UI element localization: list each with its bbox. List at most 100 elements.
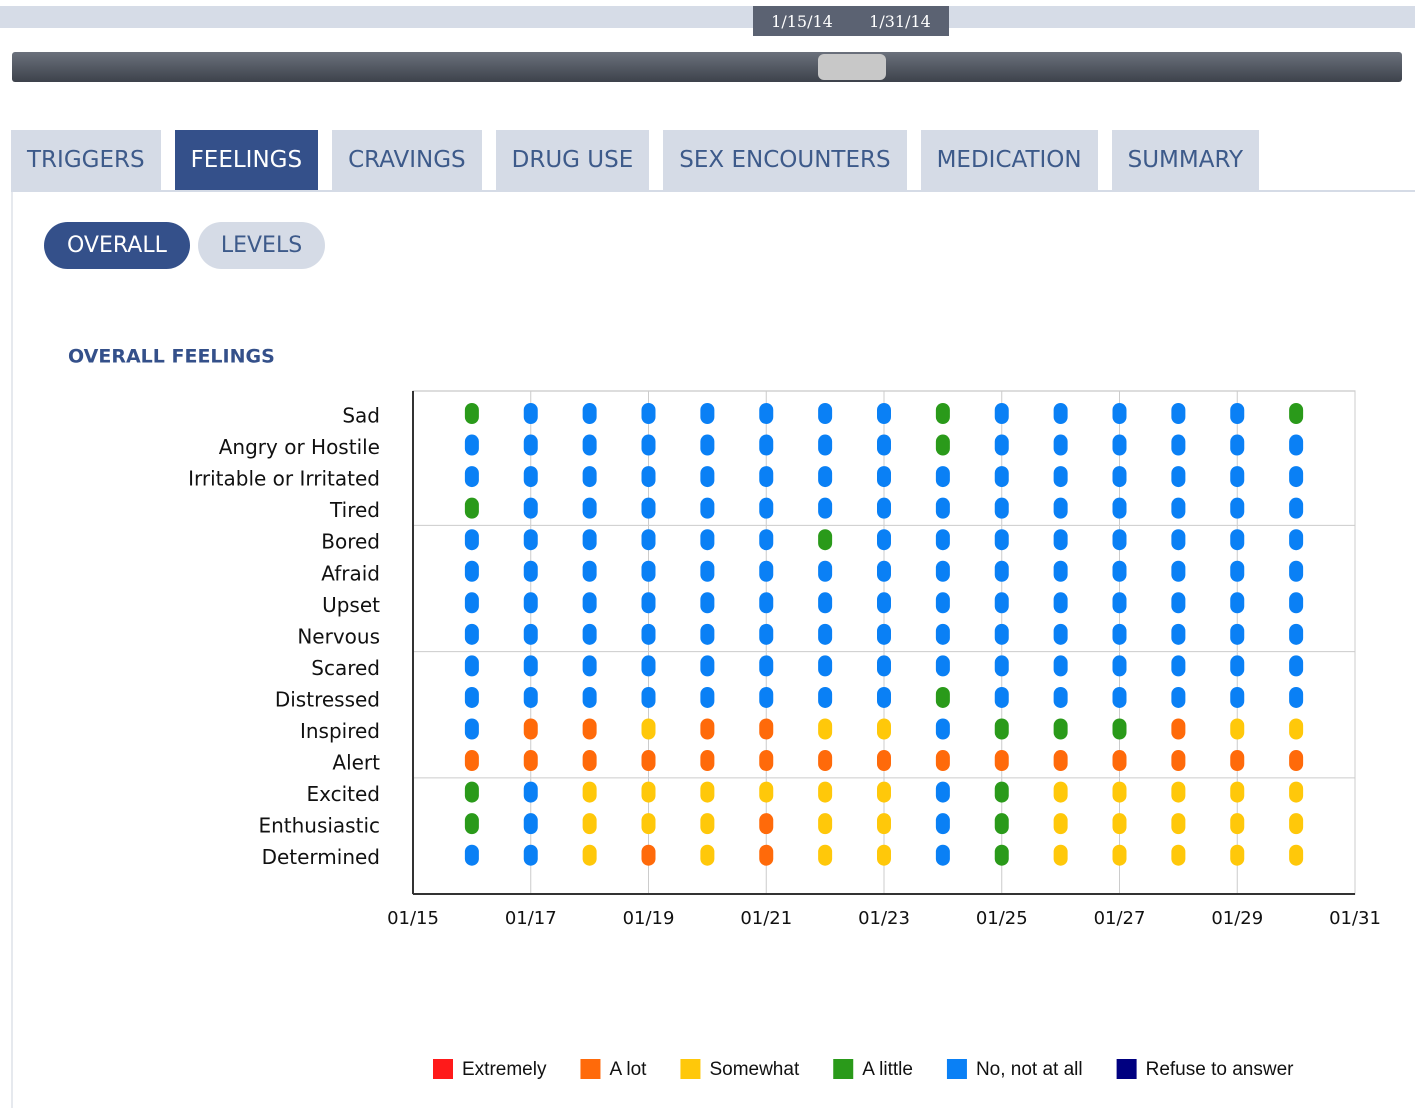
dot [818,466,833,488]
dot [877,497,891,519]
dot [464,781,479,803]
y-tick-label: Afraid [321,561,380,585]
dot [582,655,597,677]
dot [759,434,774,456]
legend-label: Extremely [462,1059,547,1080]
dot [464,813,479,835]
dot [523,813,538,835]
dot [523,623,538,645]
dot [464,718,479,740]
dot [759,655,774,677]
dot [877,623,891,645]
dot [641,497,656,519]
y-tick-label: Upset [322,593,380,617]
dot [1230,529,1245,551]
dot [582,623,597,645]
dot [1053,813,1068,835]
range-slider[interactable] [12,52,1402,82]
dot [1289,813,1304,835]
dot [1112,718,1127,740]
dot [464,434,479,456]
tab[interactable]: MEDICATION [920,130,1098,190]
y-tick-label: Excited [306,782,380,806]
tab[interactable]: CRAVINGS [332,130,482,190]
dot [935,623,950,645]
chart-title: OVERALL FEELINGS [68,346,275,368]
dot [935,718,950,740]
dot [700,560,715,582]
dot [1171,844,1186,866]
dot [641,623,656,645]
tab[interactable]: SEX ENCOUNTERS [663,130,907,190]
y-tick-label: Angry or Hostile [219,435,380,459]
dot [759,560,774,582]
dot [1053,403,1068,424]
legend-swatch [833,1059,854,1079]
dot [641,560,656,582]
dot [1171,623,1186,645]
dot [523,434,538,456]
dot [935,466,950,488]
dot [1171,529,1186,551]
legend-label: Refuse to answer [1146,1059,1295,1080]
dot [1230,781,1245,803]
dot [994,497,1009,519]
dot [523,529,538,551]
dot [994,813,1009,835]
subtab[interactable]: LEVELS [197,222,326,269]
x-tick-label: 01/25 [976,908,1028,929]
dot [700,592,715,614]
dot [994,560,1009,582]
dot [523,844,538,866]
dot [641,529,656,551]
dot [994,434,1009,456]
dot [1053,718,1068,740]
legend-label: A little [862,1059,913,1080]
subtab[interactable]: OVERALL [44,222,190,269]
dot [877,655,891,677]
dot [759,592,774,614]
subtab-bar: OVERALL LEVELS [44,222,326,269]
dot [877,686,891,708]
x-tick-label: 01/21 [740,908,792,929]
dot [582,560,597,582]
dot [641,844,656,866]
dot [641,686,656,708]
dot [464,623,479,645]
dot [700,781,715,803]
x-tick-label: 01/23 [858,908,910,929]
dot [1230,844,1245,866]
dot [818,844,833,866]
dot [1289,403,1304,424]
x-tick-label: 01/15 [387,908,439,929]
dot [877,403,891,424]
slider-knob[interactable] [818,54,886,80]
dot [700,750,715,772]
dot [935,529,950,551]
dot [759,813,774,835]
dot [994,623,1009,645]
dot [877,592,891,614]
dot [877,466,891,488]
tab[interactable]: SUMMARY [1111,130,1260,190]
dot [759,403,774,424]
tab[interactable]: FEELINGS [174,130,319,190]
dot [877,750,891,772]
dot [1112,497,1127,519]
dot [1171,781,1186,803]
dot [523,592,538,614]
y-tick-label: Inspired [300,719,380,743]
dot [523,655,538,677]
dot [818,592,833,614]
tab[interactable]: DRUG USE [495,130,650,190]
x-tick-label: 01/27 [1094,908,1146,929]
dot [935,497,950,519]
dot [523,403,538,424]
tab[interactable]: TRIGGERS [11,130,161,190]
dot [582,750,597,772]
dot [1112,686,1127,708]
dot [1112,434,1127,456]
dot [818,434,833,456]
dot [1171,497,1186,519]
